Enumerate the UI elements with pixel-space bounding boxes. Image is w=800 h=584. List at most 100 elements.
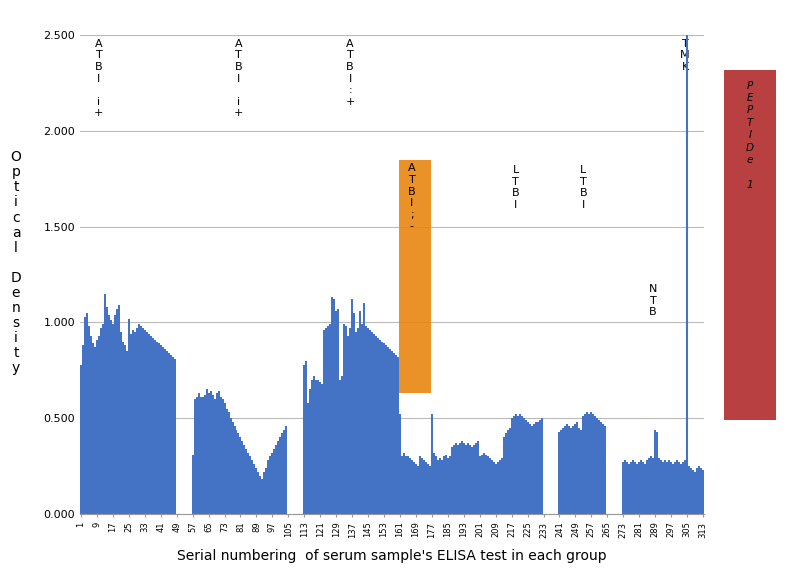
Bar: [255, 468, 258, 514]
Bar: [349, 328, 351, 514]
Bar: [506, 430, 509, 514]
Bar: [270, 457, 271, 514]
Bar: [676, 460, 678, 514]
Bar: [454, 443, 457, 514]
Bar: [505, 433, 506, 514]
Bar: [387, 347, 389, 514]
Bar: [84, 317, 86, 514]
Text: A
T
B
I

i
+: A T B I i +: [94, 39, 104, 119]
Bar: [435, 457, 437, 514]
Bar: [283, 430, 286, 514]
Bar: [218, 391, 219, 514]
Bar: [474, 443, 477, 514]
Bar: [457, 445, 458, 514]
Bar: [238, 433, 239, 514]
Bar: [648, 458, 650, 514]
Bar: [509, 427, 510, 514]
Bar: [517, 416, 518, 514]
Bar: [331, 297, 333, 514]
Bar: [684, 460, 686, 514]
Bar: [417, 466, 419, 514]
Bar: [397, 357, 399, 514]
Bar: [359, 311, 361, 514]
Bar: [429, 466, 431, 514]
Bar: [465, 445, 466, 514]
Bar: [168, 353, 170, 514]
Bar: [266, 468, 267, 514]
Text: L
T
B
I: L T B I: [512, 165, 519, 210]
Bar: [489, 458, 490, 514]
Bar: [230, 418, 231, 514]
Bar: [114, 315, 116, 514]
Bar: [118, 305, 120, 514]
Bar: [577, 422, 578, 514]
Bar: [98, 336, 100, 514]
Bar: [409, 458, 411, 514]
Bar: [246, 449, 247, 514]
Bar: [403, 453, 405, 514]
Bar: [112, 324, 114, 514]
Bar: [152, 338, 154, 514]
Bar: [399, 159, 431, 393]
Bar: [569, 426, 570, 514]
Bar: [566, 424, 569, 514]
Bar: [482, 453, 485, 514]
Bar: [310, 390, 311, 514]
Bar: [215, 393, 218, 514]
Text: A
T
B
I
:
+: A T B I : +: [346, 39, 355, 107]
Bar: [353, 313, 355, 514]
Bar: [172, 357, 174, 514]
Bar: [106, 307, 108, 514]
Bar: [453, 445, 454, 514]
Bar: [502, 437, 505, 514]
Bar: [381, 342, 383, 514]
Bar: [415, 464, 417, 514]
Bar: [351, 300, 353, 514]
Bar: [646, 460, 648, 514]
Bar: [466, 443, 469, 514]
Bar: [662, 462, 664, 514]
Bar: [274, 449, 275, 514]
Bar: [275, 445, 278, 514]
Bar: [337, 309, 339, 514]
Bar: [561, 430, 562, 514]
Bar: [357, 328, 359, 514]
Bar: [494, 464, 497, 514]
Bar: [375, 336, 377, 514]
Bar: [537, 422, 538, 514]
Bar: [371, 332, 373, 514]
Bar: [150, 336, 152, 514]
Bar: [405, 457, 407, 514]
Bar: [140, 326, 142, 514]
Bar: [640, 460, 642, 514]
Bar: [92, 343, 94, 514]
Bar: [656, 432, 658, 514]
Bar: [154, 340, 156, 514]
Bar: [286, 426, 287, 514]
Bar: [530, 426, 533, 514]
Bar: [134, 332, 136, 514]
Bar: [650, 457, 652, 514]
Bar: [192, 454, 194, 514]
Bar: [94, 347, 96, 514]
Bar: [521, 416, 522, 514]
Bar: [419, 457, 421, 514]
Bar: [251, 460, 254, 514]
Bar: [622, 462, 624, 514]
Bar: [486, 457, 489, 514]
Bar: [427, 464, 429, 514]
Bar: [144, 330, 146, 514]
Bar: [423, 460, 425, 514]
Bar: [335, 311, 337, 514]
Bar: [242, 441, 243, 514]
Bar: [278, 441, 279, 514]
Bar: [584, 414, 586, 514]
Bar: [594, 416, 596, 514]
Bar: [202, 397, 204, 514]
Bar: [126, 351, 128, 514]
Bar: [211, 395, 214, 514]
Bar: [263, 472, 266, 514]
Bar: [142, 328, 144, 514]
Bar: [562, 427, 565, 514]
Bar: [664, 460, 666, 514]
